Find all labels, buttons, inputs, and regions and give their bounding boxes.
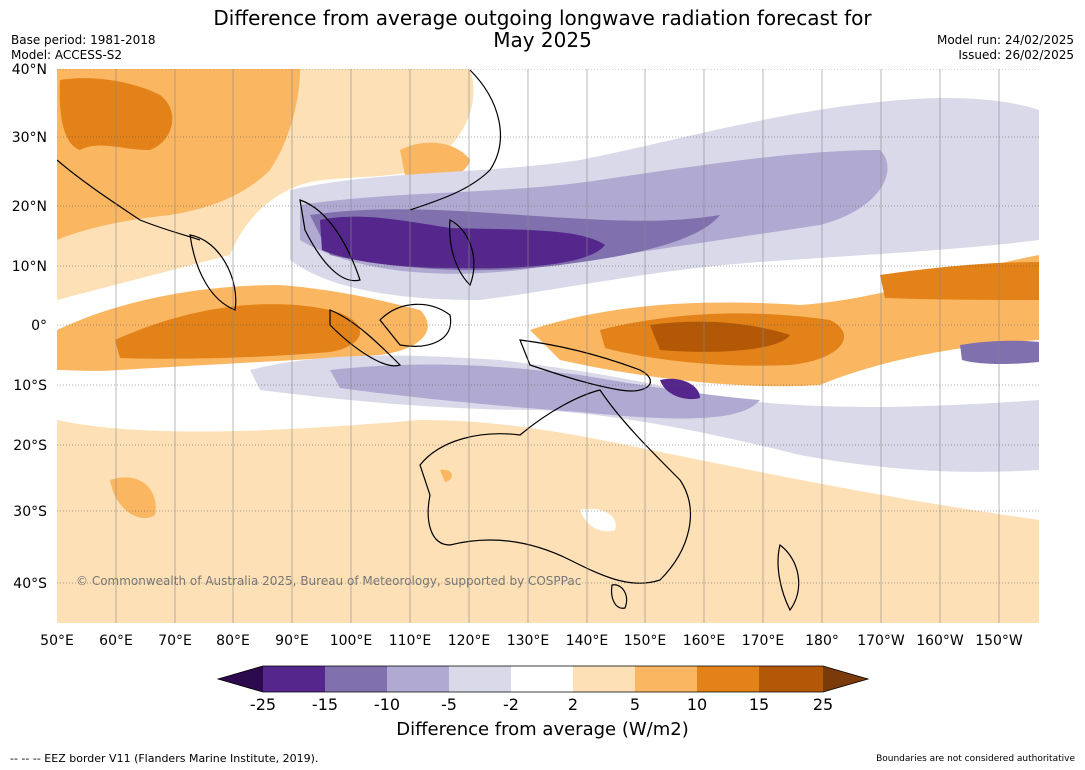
anomaly-field bbox=[57, 69, 1039, 623]
solomon-strongest-negative bbox=[660, 378, 700, 400]
colorbar-outline bbox=[216, 665, 870, 693]
longitude-labels: 50°E 60°E 70°E 80°E 90°E 100°E 110°E 120… bbox=[40, 633, 1023, 649]
lon-label: 170°W bbox=[857, 633, 905, 649]
south-pacific-strong-negative bbox=[960, 340, 1039, 365]
lon-label: 150°W bbox=[975, 633, 1023, 649]
colorbar-tick: 5 bbox=[630, 695, 640, 714]
indochina-coastline bbox=[299, 199, 361, 282]
colorbar-high-extend bbox=[823, 666, 868, 692]
australia-positive-patch bbox=[440, 469, 452, 482]
colorbar bbox=[216, 665, 870, 693]
south-pacific-positive-region bbox=[560, 470, 1039, 623]
colorbar-tick: -25 bbox=[250, 695, 276, 714]
lon-label: 80°E bbox=[216, 633, 250, 649]
colorbar-segment bbox=[325, 666, 387, 692]
model-name: Model: ACCESS-S2 bbox=[11, 48, 123, 62]
lat-label: 30°S bbox=[13, 504, 47, 520]
lon-label: 60°E bbox=[99, 633, 133, 649]
issued-date: Issued: 26/02/2025 bbox=[958, 48, 1074, 62]
lat-label: 10°N bbox=[12, 259, 47, 275]
sumatra-coastline bbox=[329, 309, 402, 367]
australia-coastline bbox=[419, 389, 691, 584]
new-guinea-coastline bbox=[519, 339, 651, 392]
map-title-line1: Difference from average outgoing longwav… bbox=[213, 6, 872, 30]
lon-label: 140°E bbox=[566, 633, 609, 649]
lon-label: 160°W bbox=[916, 633, 964, 649]
model-run-date: Model run: 24/02/2025 bbox=[936, 33, 1074, 47]
china-positive-patch bbox=[400, 142, 470, 180]
lon-label: 180° bbox=[805, 633, 839, 649]
philippines-strongest-negative bbox=[320, 216, 605, 269]
latitude-labels: 40°N 30°N 20°N 10°N 0° 10°S 20°S 30°S 40… bbox=[12, 62, 47, 592]
philippines-coastline bbox=[449, 219, 475, 287]
australia-neutral-patch bbox=[580, 508, 616, 532]
colorbar-tick: 10 bbox=[687, 695, 707, 714]
china-coastline bbox=[409, 69, 501, 211]
colorbar-segment bbox=[573, 666, 635, 692]
lat-label: 40°N bbox=[12, 62, 47, 78]
eez-border-note: -- -- -- EEZ border V11 (Flanders Marine… bbox=[10, 752, 319, 765]
colorbar-segment bbox=[449, 666, 511, 692]
lat-label: 0° bbox=[31, 318, 47, 334]
colorbar-tick: -5 bbox=[441, 695, 457, 714]
meridians bbox=[115, 69, 1000, 623]
pacific-very-strong-positive bbox=[650, 321, 790, 352]
colorbar-segment bbox=[759, 666, 823, 692]
lat-label: 10°S bbox=[13, 378, 47, 394]
lon-label: 120°E bbox=[448, 633, 491, 649]
colorbar-tick: 25 bbox=[813, 695, 833, 714]
indian-ocean-strong-positive bbox=[115, 304, 360, 359]
lon-label: 90°E bbox=[275, 633, 309, 649]
colorbar-tick: -15 bbox=[312, 695, 338, 714]
india-coastline bbox=[189, 234, 237, 311]
lon-label: 110°E bbox=[389, 633, 432, 649]
colorbar-low-extend bbox=[218, 666, 263, 692]
colorbar-segment bbox=[511, 666, 573, 692]
colorbar-tick: 2 bbox=[568, 695, 578, 714]
lat-label: 20°N bbox=[12, 199, 47, 215]
south-moderate-negative-band bbox=[330, 364, 760, 419]
tasmania-coastline bbox=[610, 584, 628, 609]
arabia-coastline bbox=[57, 159, 201, 241]
indian-ocean-positive-patch bbox=[110, 477, 156, 519]
colorbar-segment bbox=[697, 666, 759, 692]
colorbar-tick-labels: -25 -15 -10 -5 -2 2 5 10 15 25 bbox=[250, 695, 833, 714]
borneo-coastline bbox=[379, 303, 452, 347]
boundaries-disclaimer: Boundaries are not considered authoritat… bbox=[876, 754, 1075, 764]
lat-label: 20°S bbox=[13, 438, 47, 454]
lon-label: 100°E bbox=[330, 633, 373, 649]
lon-label: 130°E bbox=[507, 633, 550, 649]
coastlines bbox=[57, 69, 800, 612]
copyright-notice: © Commonwealth of Australia 2025, Bureau… bbox=[76, 574, 582, 588]
lon-label: 170°E bbox=[742, 633, 785, 649]
colorbar-segment bbox=[635, 666, 697, 692]
colorbar-tick: -2 bbox=[503, 695, 519, 714]
lat-label: 40°S bbox=[13, 576, 47, 592]
lon-label: 70°E bbox=[158, 633, 192, 649]
map-title-line2: May 2025 bbox=[493, 28, 592, 52]
base-period: Base period: 1981-2018 bbox=[11, 33, 156, 47]
colorbar-tick: 15 bbox=[749, 695, 769, 714]
colorbar-segment bbox=[263, 666, 325, 692]
colorbar-tick: -10 bbox=[374, 695, 400, 714]
new-zealand-coastline bbox=[777, 543, 800, 612]
colorbar-segment bbox=[387, 666, 449, 692]
lon-label: 150°E bbox=[624, 633, 667, 649]
lat-label: 30°N bbox=[12, 130, 47, 146]
lon-label: 160°E bbox=[683, 633, 726, 649]
lon-label: 50°E bbox=[40, 633, 74, 649]
colorbar-title: Difference from average (W/m2) bbox=[396, 719, 689, 740]
